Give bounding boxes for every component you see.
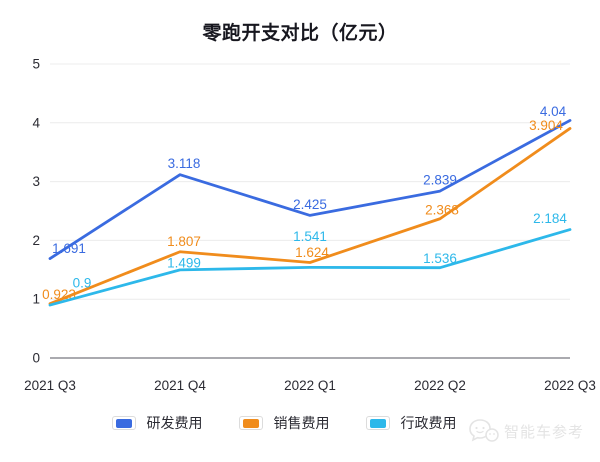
legend-swatch-icon — [365, 416, 390, 430]
x-tick-label: 2022 Q2 — [414, 378, 466, 393]
legend-label: 销售费用 — [273, 415, 330, 431]
chat-faces-logo-icon — [469, 419, 499, 442]
x-tick-label: 2022 Q3 — [544, 378, 596, 393]
data-label: 3.904 — [529, 118, 563, 133]
legend-item-sales-expense: 销售费用 — [238, 413, 330, 433]
chart-title: 零跑开支对比（亿元） — [202, 23, 398, 44]
data-label: 0.923 — [42, 287, 76, 302]
data-label: 1.807 — [167, 234, 201, 249]
data-label: 1.624 — [295, 245, 329, 260]
data-label: 2.368 — [425, 202, 459, 217]
series-line-1 — [48, 127, 572, 306]
y-tick-label: 4 — [32, 115, 40, 130]
watermark: 智能车参考 — [469, 419, 584, 443]
legend-label: 行政费用 — [400, 415, 457, 431]
x-tick-label: 2021 Q3 — [24, 378, 76, 393]
x-tick-label: 2022 Q1 — [284, 378, 336, 393]
data-label: 1.541 — [293, 229, 327, 244]
watermark-text: 智能车参考 — [503, 423, 584, 441]
chart-legend: 研发费用 销售费用 行政费用 — [0, 413, 568, 433]
legend-item-rd-expense: 研发费用 — [111, 413, 203, 433]
data-label: 1.691 — [52, 241, 86, 256]
data-label: 2.425 — [293, 197, 327, 212]
legend-swatch-icon — [111, 416, 136, 430]
legend-item-admin-expense: 行政费用 — [365, 413, 457, 433]
data-label: 2.184 — [533, 211, 567, 226]
y-tick-label: 0 — [32, 351, 40, 366]
series-line-0 — [48, 119, 572, 260]
series-line-2 — [48, 228, 572, 307]
y-tick-label: 5 — [32, 57, 40, 72]
legend-swatch-icon — [238, 416, 263, 430]
data-label: 1.499 — [167, 255, 201, 270]
data-label: 0.9 — [73, 276, 92, 291]
y-tick-label: 2 — [32, 233, 40, 248]
data-label: 1.536 — [423, 251, 457, 266]
legend-label: 研发费用 — [146, 415, 203, 431]
data-label: 3.118 — [168, 156, 201, 171]
x-tick-label: 2021 Q4 — [154, 378, 206, 393]
y-tick-label: 1 — [32, 292, 40, 307]
data-label: 2.839 — [423, 173, 457, 188]
y-tick-label: 3 — [32, 174, 40, 189]
data-label: 4.04 — [540, 104, 567, 119]
